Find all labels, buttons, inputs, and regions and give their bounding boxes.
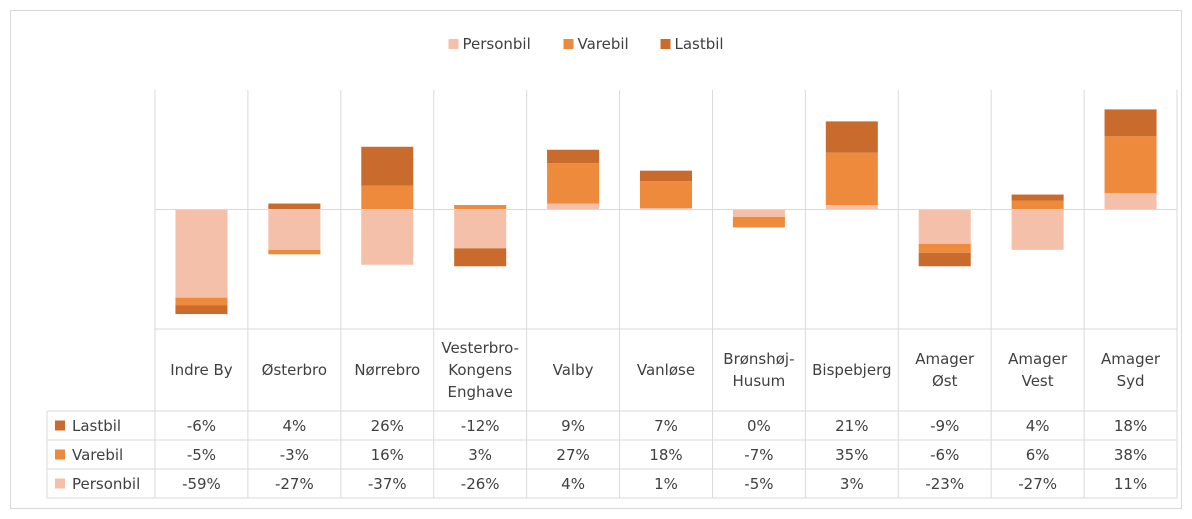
x-tick-label: Indre By — [170, 361, 233, 379]
bar-segment — [639, 170, 693, 182]
bar-segment — [639, 208, 693, 210]
bar-segment — [454, 209, 507, 249]
bar-segment — [1011, 194, 1064, 201]
bar-segment — [1011, 200, 1064, 210]
table-series-name: Personbil — [72, 474, 141, 493]
table-value: -12% — [460, 416, 500, 435]
bar-segment — [454, 248, 507, 267]
table-value: -5% — [744, 474, 774, 493]
table-value: -7% — [744, 445, 774, 464]
bar-segment — [918, 209, 971, 244]
plot-area — [175, 109, 1157, 315]
table-value: -6% — [186, 416, 217, 435]
table-series-name: Varebil — [72, 445, 124, 464]
x-tick-label: Brønshøj-Husum — [723, 350, 795, 390]
bar-segment — [175, 297, 228, 306]
table-value: 7% — [654, 416, 678, 435]
bar-segment — [1011, 209, 1064, 250]
table-value: 11% — [1113, 474, 1148, 493]
x-tick-label: Østerbro — [261, 361, 328, 379]
table-value: 9% — [561, 416, 585, 435]
x-tick-label: Bispebjerg — [812, 361, 892, 379]
bar-segment — [639, 181, 693, 209]
table-value: -59% — [182, 474, 221, 493]
table-value: -3% — [279, 445, 309, 464]
bar-segment — [825, 152, 878, 206]
x-tick-label: Amager Vest — [1008, 350, 1068, 390]
table-value: 4% — [282, 416, 307, 435]
table-value: 18% — [649, 445, 683, 464]
legend-label: Varebil — [577, 35, 629, 53]
bar-segment — [547, 149, 600, 164]
table-value: 1% — [654, 474, 678, 493]
table-value: -37% — [367, 474, 407, 493]
table-value: 27% — [556, 445, 590, 464]
bar-segment — [918, 243, 971, 253]
table-series-name: Lastbil — [72, 416, 122, 435]
legend-label: Lastbil — [674, 35, 724, 53]
table-value: 38% — [1113, 445, 1148, 464]
bar-segment — [268, 203, 321, 210]
bar-segment — [268, 249, 321, 255]
legend-swatch — [448, 39, 459, 49]
bar-segment — [1104, 193, 1157, 210]
bar-segment — [1104, 109, 1157, 137]
bar-segment — [732, 209, 785, 217]
bar-segment — [361, 146, 414, 186]
bar-segment — [547, 203, 600, 210]
bar-segment — [175, 305, 228, 315]
table-value: 35% — [835, 445, 869, 464]
legend-swatch — [660, 39, 671, 49]
bar-segment — [454, 205, 507, 210]
table-legend-key — [55, 449, 65, 460]
legend-label: Personbil — [462, 35, 531, 53]
table-value: -9% — [930, 416, 960, 435]
bar-segment — [1104, 136, 1157, 194]
table-legend-key — [55, 478, 65, 489]
bar-segment — [361, 185, 414, 210]
bar-segment — [361, 209, 414, 265]
table-value: -23% — [925, 474, 965, 493]
table-value: 16% — [370, 445, 404, 464]
x-tick-label: Valby — [552, 361, 594, 379]
table-legend-key — [55, 420, 65, 431]
x-tick-label: Vesterbro-Kongens Enghave — [441, 339, 519, 401]
table-value: 3% — [468, 445, 493, 464]
bar-segment — [268, 209, 321, 250]
table-value: 4% — [1025, 416, 1050, 435]
bar-segment — [547, 163, 600, 204]
table-value: 6% — [1025, 445, 1050, 464]
table-value: -6% — [930, 445, 960, 464]
x-tick-label: Nørrebro — [354, 361, 421, 379]
legend-swatch — [563, 39, 574, 49]
x-tick-label: Amager Øst — [915, 350, 975, 390]
table-value: 21% — [835, 416, 869, 435]
table-value: 18% — [1113, 416, 1148, 435]
table-value: 3% — [839, 474, 864, 493]
table-value: -27% — [1018, 474, 1057, 493]
table-value: 4% — [561, 474, 585, 493]
bar-segment — [825, 121, 878, 153]
bar-segment — [825, 205, 878, 210]
table-value: -27% — [274, 474, 314, 493]
table-value: -26% — [460, 474, 500, 493]
bar-segment — [732, 216, 785, 228]
bar-segment — [918, 252, 971, 267]
table-value: 26% — [370, 416, 404, 435]
x-tick-label: Vanløse — [636, 361, 696, 379]
x-tick-label: Amager Syd — [1101, 350, 1161, 390]
table-value: 0% — [747, 416, 771, 435]
table-value: -5% — [186, 445, 217, 464]
chart-frame — [10, 10, 1182, 509]
bar-segment — [175, 209, 228, 298]
